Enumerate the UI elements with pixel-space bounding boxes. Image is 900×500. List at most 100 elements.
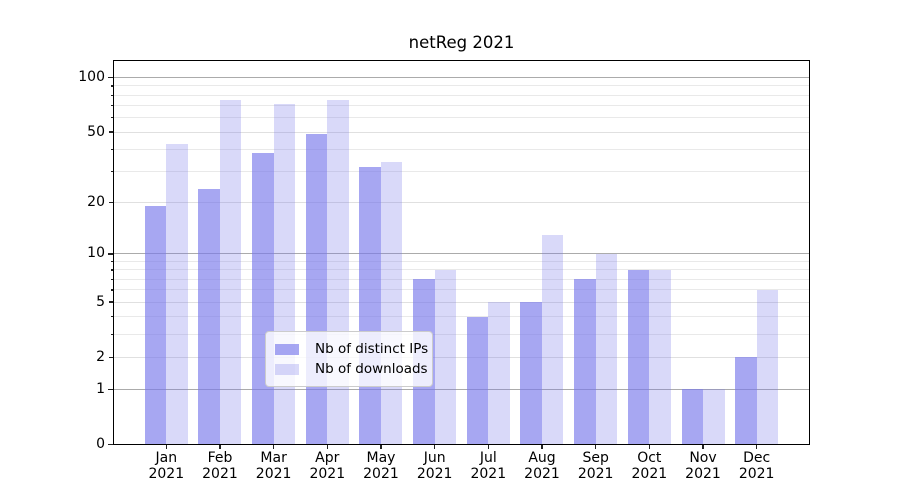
- chart-title: netReg 2021: [408, 33, 515, 52]
- minor-gridline: [113, 333, 810, 335]
- x-tick-mark: [219, 444, 221, 449]
- y-tick-label: 10: [87, 245, 105, 262]
- x-tick-mark: [165, 444, 167, 449]
- bar-downloads: [595, 253, 618, 445]
- minor-gridline: [113, 261, 810, 262]
- x-tick-label: Sep 2021: [577, 450, 614, 482]
- legend-swatch-downloads: [275, 363, 299, 375]
- bar-downloads: [327, 100, 349, 445]
- y-tick-mark: [108, 131, 113, 133]
- minor-gridline: [113, 278, 810, 280]
- minor-gridline: [113, 171, 810, 173]
- bar-distinct-ips: [520, 302, 542, 445]
- x-tick-label: May 2021: [363, 450, 399, 482]
- minor-gridline: [113, 131, 810, 133]
- y-minor-tick-mark: [110, 315, 113, 318]
- y-minor-tick-mark: [110, 105, 113, 107]
- bar-distinct-ips: [305, 133, 328, 445]
- y-tick-label: 2: [96, 348, 105, 365]
- y-minor-tick-mark: [110, 289, 113, 291]
- minor-gridline: [113, 289, 810, 291]
- x-tick-mark: [326, 444, 328, 449]
- x-tick-label: Dec 2021: [738, 450, 775, 482]
- y-tick-label: 0: [96, 436, 105, 452]
- y-minor-tick-mark: [110, 333, 113, 336]
- legend-item: Nb of downloads: [275, 359, 428, 379]
- y-minor-tick-mark: [110, 170, 113, 173]
- x-tick-label: Mar 2021: [255, 450, 292, 482]
- minor-gridline: [113, 301, 810, 303]
- major-gridline: [113, 253, 810, 255]
- x-tick-mark: [595, 444, 597, 449]
- y-tick-label: 5: [96, 293, 105, 310]
- legend-item: Nb of distinct IPs: [275, 339, 428, 359]
- legend: Nb of distinct IPs Nb of downloads: [265, 331, 433, 387]
- y-tick-mark: [108, 201, 113, 204]
- bar-downloads: [219, 100, 242, 445]
- x-tick-mark: [756, 444, 758, 449]
- y-tick-mark: [108, 388, 113, 391]
- plot-area: [113, 60, 810, 445]
- y-tick-mark: [108, 301, 113, 303]
- x-tick-label: Jun 2021: [416, 450, 453, 482]
- x-tick-label: Jan 2021: [148, 450, 185, 482]
- y-tick-label: 1: [96, 380, 105, 397]
- x-tick-mark: [648, 444, 651, 449]
- minor-gridline: [113, 269, 810, 271]
- bar-downloads: [166, 143, 188, 445]
- bar-distinct-ips: [574, 279, 596, 445]
- legend-label: Nb of distinct IPs: [315, 341, 429, 357]
- minor-gridline: [113, 117, 810, 119]
- bar-distinct-ips: [252, 153, 274, 445]
- minor-gridline: [113, 94, 810, 96]
- minor-gridline: [113, 356, 810, 358]
- bar-distinct-ips: [627, 269, 650, 445]
- x-tick-label: Nov 2021: [685, 450, 721, 482]
- x-tick-label: Aug 2021: [524, 450, 560, 482]
- minor-gridline: [113, 105, 810, 107]
- x-tick-mark: [541, 444, 543, 449]
- bar-distinct-ips: [359, 166, 381, 445]
- legend-label: Nb of downloads: [315, 361, 428, 377]
- major-gridline: [113, 77, 810, 79]
- bar-distinct-ips: [466, 316, 489, 445]
- y-minor-tick-mark: [110, 260, 113, 263]
- bar-distinct-ips: [198, 188, 220, 445]
- major-gridline: [113, 388, 810, 390]
- y-minor-tick-mark: [110, 117, 113, 119]
- y-minor-tick-mark: [110, 85, 113, 87]
- y-minor-tick-mark: [110, 148, 113, 151]
- bar-downloads: [273, 103, 296, 445]
- y-tick-label: 50: [87, 123, 105, 140]
- bar-distinct-ips: [735, 357, 757, 445]
- x-tick-mark: [487, 444, 490, 449]
- y-minor-tick-mark: [110, 278, 113, 280]
- minor-gridline: [113, 148, 810, 150]
- x-tick-mark: [273, 444, 275, 449]
- x-tick-mark: [434, 444, 436, 449]
- y-tick-mark: [108, 77, 113, 79]
- y-tick-label: 20: [87, 194, 105, 211]
- bar-distinct-ips: [144, 206, 167, 445]
- bar-downloads: [434, 269, 457, 445]
- bar-downloads: [756, 289, 779, 445]
- y-tick-mark: [108, 356, 113, 358]
- y-tick-label: 100: [78, 69, 105, 86]
- bar-downloads: [488, 302, 510, 445]
- x-tick-mark: [380, 444, 382, 449]
- x-tick-label: Jul 2021: [470, 450, 507, 482]
- x-tick-mark: [702, 444, 704, 449]
- legend-swatch-distinct-ips: [275, 343, 299, 355]
- y-minor-tick-mark: [110, 94, 113, 96]
- bar-downloads: [649, 269, 671, 445]
- bar-downloads: [541, 234, 564, 445]
- minor-gridline: [113, 316, 810, 318]
- bar-distinct-ips: [681, 389, 703, 445]
- minor-gridline: [113, 202, 810, 204]
- minor-gridline: [113, 85, 810, 87]
- bar-downloads: [380, 161, 403, 445]
- x-tick-label: Feb 2021: [202, 450, 238, 482]
- bar-downloads: [703, 389, 725, 445]
- x-tick-label: Apr 2021: [309, 450, 346, 482]
